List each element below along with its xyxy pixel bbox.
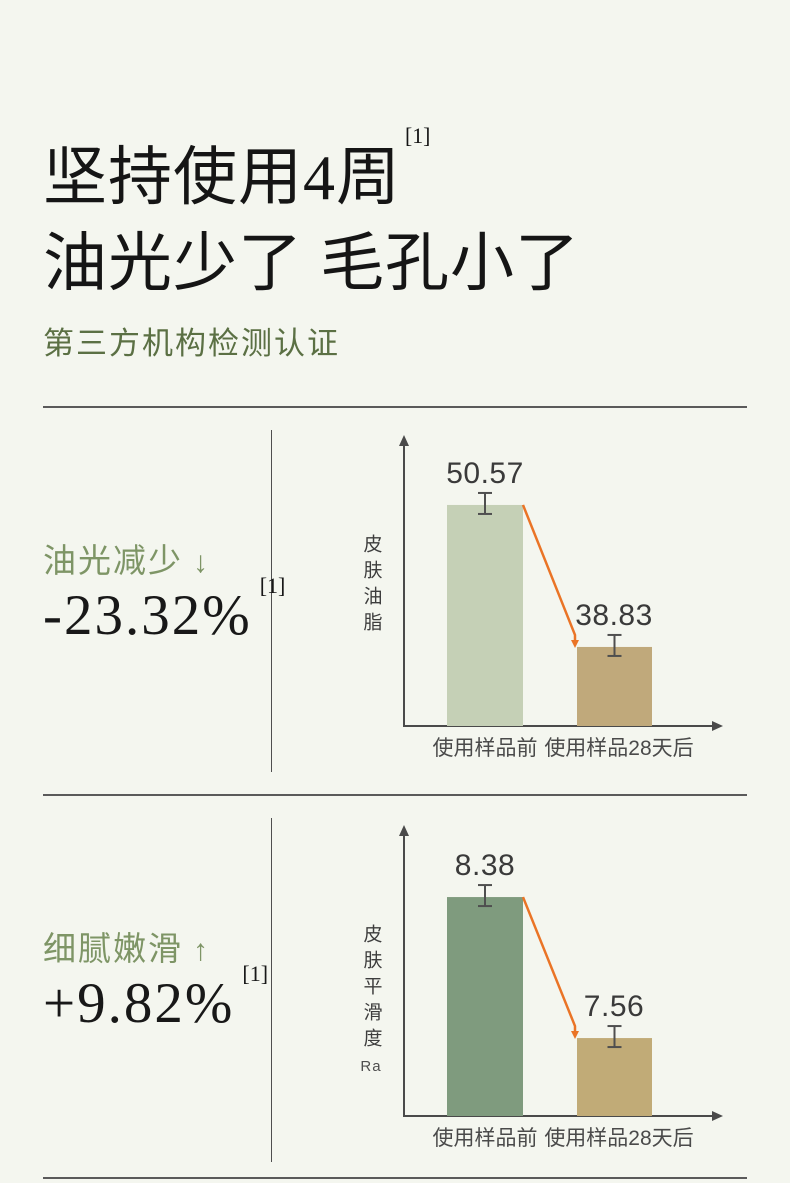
bar-value-label: 50.57 [446, 456, 524, 490]
bar [447, 504, 523, 726]
x-axis-arrow-icon [712, 1111, 723, 1121]
chart-canvas [399, 825, 723, 1121]
y-axis-arrow-icon [399, 825, 409, 836]
vertical-divider-1 [271, 430, 272, 772]
headline-line-2: 油光少了 毛孔小了 [43, 232, 580, 296]
metric-value: -23.32% [1] [43, 573, 285, 648]
bar [447, 897, 523, 1116]
headline-text-2: 油光少了 毛孔小了 [43, 228, 580, 299]
bar-value-label: 38.83 [575, 598, 653, 632]
section-divider-2 [43, 794, 747, 796]
bar-value-label: 7.56 [583, 990, 645, 1024]
metric-value-text: -23.32% [43, 583, 252, 647]
bar [577, 646, 652, 726]
metric-value: +9.82% [1] [43, 961, 268, 1036]
metric-value-text: +9.82% [43, 971, 235, 1035]
up-arrow-icon: ↑ [193, 934, 210, 967]
headline-footnote: [1] [405, 123, 431, 148]
category-label-before: 使用样品前 [432, 737, 538, 760]
metric-label-text: 油光减少 [43, 544, 183, 580]
down-arrow-icon: ↓ [193, 546, 210, 579]
y-axis-label: 皮肤平滑度 Ra [348, 924, 394, 1075]
bar-value-label: 8.38 [454, 849, 516, 883]
metric-oil-reduction: 油光减少 ↓ -23.32% [1] [43, 543, 285, 647]
x-axis-arrow-icon [712, 721, 723, 731]
y-axis-unit: Ra [360, 1058, 382, 1075]
bar-chart-skin-smoothness: 皮肤平滑度 Ra 8.38 7.56 使用样品前 使用样品28天后 [340, 820, 790, 1160]
bar [577, 1038, 652, 1116]
metric-label: 油光减少 ↓ [43, 543, 285, 583]
bar-chart-skin-oil: 皮肤油脂 50.57 38.83 使用样品前 使用样品28天后 [340, 430, 790, 770]
headline-line-1: 坚持使用4周[1] [43, 125, 430, 210]
metric-footnote: [1] [242, 960, 269, 986]
metric-footnote: [1] [259, 572, 286, 598]
section-divider-3 [43, 1177, 747, 1179]
category-label-after: 使用样品28天后 [544, 1127, 694, 1150]
y-axis-label: 皮肤油脂 [348, 534, 394, 642]
vertical-divider-2 [271, 818, 272, 1162]
y-axis-label-text: 皮肤平滑度 [360, 924, 382, 1054]
connector-arrow-icon [571, 639, 579, 648]
y-axis-label-text: 皮肤油脂 [360, 534, 382, 638]
section-divider-1 [43, 406, 747, 408]
connector-arrow-icon [571, 1031, 579, 1040]
metric-label-text: 细腻嫩滑 [43, 932, 183, 968]
metric-smoothness: 细腻嫩滑 ↑ +9.82% [1] [43, 931, 268, 1035]
certification-subtitle: 第三方机构检测认证 [43, 326, 340, 361]
chart-canvas [399, 435, 723, 731]
category-label-after: 使用样品28天后 [544, 737, 694, 760]
headline-text-1: 坚持使用4周 [43, 142, 401, 213]
category-label-before: 使用样品前 [432, 1127, 538, 1150]
y-axis-arrow-icon [399, 435, 409, 446]
metric-label: 细腻嫩滑 ↑ [43, 931, 268, 971]
